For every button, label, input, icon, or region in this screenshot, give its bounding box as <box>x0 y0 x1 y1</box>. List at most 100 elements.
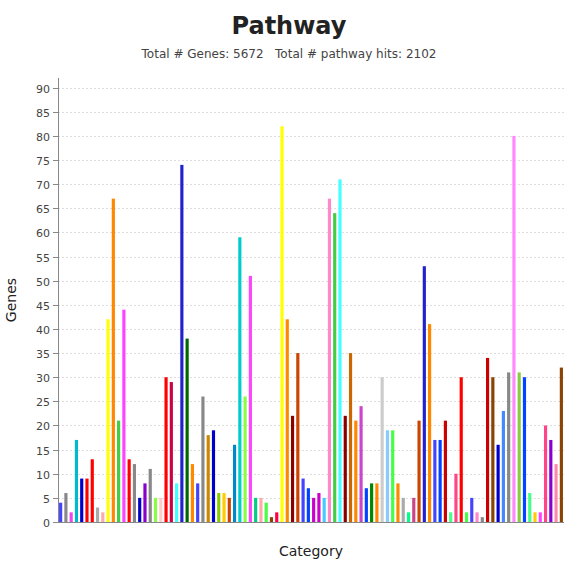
bar <box>138 498 141 522</box>
bar <box>338 179 341 522</box>
y-tick <box>53 522 58 523</box>
y-tick-label: 75 <box>36 155 50 168</box>
y-tick-label: 0 <box>43 517 50 530</box>
bar <box>433 440 436 522</box>
bar <box>333 213 336 522</box>
bar <box>128 459 131 522</box>
x-axis-line <box>58 522 564 523</box>
bar <box>317 493 320 522</box>
bar <box>143 483 146 522</box>
grid-line <box>58 160 564 161</box>
bar <box>275 512 278 522</box>
bar <box>423 266 426 522</box>
y-tick <box>53 281 58 282</box>
grid-line <box>58 136 564 137</box>
bar <box>365 488 368 522</box>
bar <box>507 372 510 522</box>
bar <box>518 372 521 522</box>
grid-line <box>58 88 564 89</box>
bar <box>502 411 505 522</box>
bar <box>539 512 542 522</box>
y-tick <box>53 232 58 233</box>
bar <box>323 498 326 522</box>
bar <box>354 421 357 522</box>
bar <box>286 319 289 522</box>
y-tick-label: 50 <box>36 276 50 289</box>
bar <box>470 498 473 522</box>
bar <box>386 430 389 522</box>
bar <box>512 136 515 522</box>
bar <box>533 512 536 522</box>
y-axis-ticks: 051015202530354045505560657075808590 <box>36 83 58 530</box>
bar <box>417 421 420 522</box>
title: Pathway <box>232 12 347 40</box>
bar <box>491 377 494 522</box>
bar <box>101 512 104 522</box>
bars <box>59 126 563 522</box>
y-tick-label: 80 <box>36 131 50 144</box>
bar <box>259 498 262 522</box>
bar <box>175 483 178 522</box>
y-tick-label: 20 <box>36 420 50 433</box>
bar <box>475 512 478 522</box>
y-tick <box>53 112 58 113</box>
bar <box>349 353 352 522</box>
bar <box>465 512 468 522</box>
y-tick-label: 65 <box>36 203 50 216</box>
bar <box>244 397 247 522</box>
bar <box>396 483 399 522</box>
y-tick-label: 70 <box>36 179 50 192</box>
bar <box>375 483 378 522</box>
bar <box>302 479 305 522</box>
bar <box>344 416 347 522</box>
subtitle: Total # Genes: 5672 Total # pathway hits… <box>141 47 437 61</box>
y-tick <box>53 425 58 426</box>
bar <box>312 498 315 522</box>
bar <box>328 199 331 522</box>
bar <box>59 503 62 522</box>
y-tick-label: 85 <box>36 107 50 120</box>
bar <box>370 483 373 522</box>
bar <box>117 421 120 522</box>
x-axis-label: Category <box>279 543 343 559</box>
y-tick <box>53 329 58 330</box>
bar <box>254 498 257 522</box>
bar <box>412 498 415 522</box>
bar <box>191 464 194 522</box>
y-tick-label: 90 <box>36 83 50 96</box>
bar <box>428 324 431 522</box>
y-tick <box>53 305 58 306</box>
bar <box>196 483 199 522</box>
bar <box>149 469 152 522</box>
bar <box>249 276 252 522</box>
y-tick <box>53 184 58 185</box>
page: {"chart_data": { "type": "bar", "title":… <box>0 0 578 570</box>
bar <box>523 377 526 522</box>
y-tick <box>53 377 58 378</box>
bar <box>207 435 210 522</box>
bar <box>486 358 489 522</box>
bar <box>296 353 299 522</box>
bar <box>528 493 531 522</box>
y-tick-label: 10 <box>36 469 50 482</box>
bar <box>481 517 484 522</box>
y-tick <box>53 88 58 89</box>
bar <box>460 377 463 522</box>
bar <box>449 512 452 522</box>
bar <box>402 498 405 522</box>
bar <box>407 512 410 522</box>
bar <box>159 498 162 522</box>
bar <box>180 165 183 522</box>
grid-line <box>58 305 564 306</box>
bar <box>96 508 99 522</box>
bar <box>291 416 294 522</box>
bar <box>228 498 231 522</box>
bar <box>170 382 173 522</box>
bar <box>544 425 547 522</box>
y-tick-label: 55 <box>36 252 50 265</box>
bar <box>212 430 215 522</box>
grid-line <box>58 232 564 233</box>
y-tick <box>53 474 58 475</box>
y-tick <box>53 401 58 402</box>
bar <box>133 464 136 522</box>
